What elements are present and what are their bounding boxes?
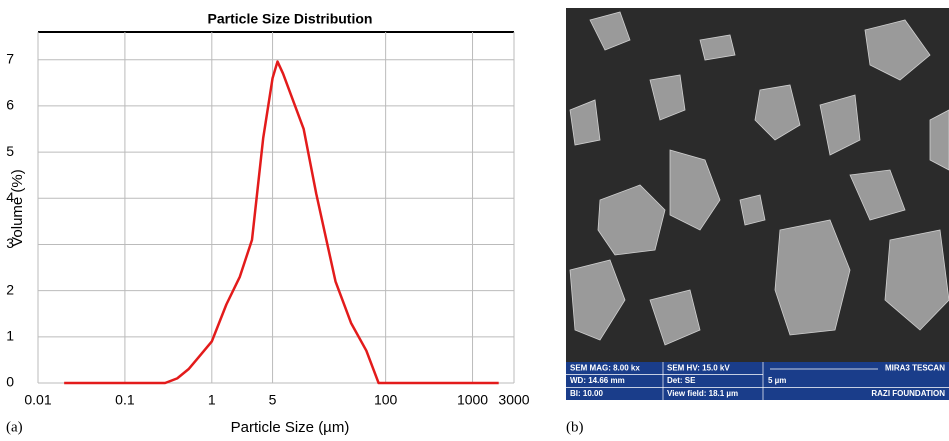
x-tick-label: 0.1: [115, 392, 135, 408]
sem-image: SEM MAG: 8.00 kx SEM HV: 15.0 kV MIRA3 T…: [566, 8, 949, 400]
data-line: [64, 60, 499, 385]
panel-label: (a): [6, 419, 23, 435]
x-tick-label: 5: [269, 392, 277, 408]
y-tick-label: 6: [6, 97, 14, 113]
x-tick-label: 1: [208, 392, 216, 408]
y-tick-label: 5: [6, 143, 14, 159]
sem-text: View field: 18.1 µm: [667, 389, 738, 398]
chart-title: Particle Size Distribution: [208, 11, 373, 27]
y-tick-label: 7: [6, 50, 14, 66]
x-tick-label: 0.01: [24, 392, 51, 408]
y-tick-label: 4: [6, 189, 14, 205]
sem-info-grid: [566, 362, 949, 400]
x-axis-label: Particle Size (µm): [231, 419, 350, 436]
sem-text: SEM MAG: 8.00 kx: [570, 364, 640, 373]
y-tick-label: 2: [6, 281, 14, 297]
y-tick-label: 0: [6, 374, 14, 390]
y-tick-label: 3: [6, 235, 14, 251]
sem-text: SEM HV: 15.0 kV: [667, 364, 730, 373]
sem-text: Det: SE: [667, 376, 696, 385]
sem-text: BI: 10.00: [570, 389, 603, 398]
sem-info-bar: [566, 362, 949, 400]
sem-text: 5 µm: [768, 376, 786, 385]
y-axis-label: Volume (%): [9, 169, 26, 247]
y-tick-label: 1: [6, 328, 14, 344]
x-tick-label: 100: [374, 392, 398, 408]
sem-text: MIRA3 TESCAN: [885, 364, 945, 373]
x-tick-label: 1000: [457, 392, 488, 408]
sem-text: WD: 14.66 mm: [570, 376, 625, 385]
particles: [569, 11, 949, 346]
x-tick-label: 3000: [498, 392, 529, 408]
panel-label: (b): [566, 419, 584, 435]
sem-text: RAZI FOUNDATION: [871, 389, 945, 398]
